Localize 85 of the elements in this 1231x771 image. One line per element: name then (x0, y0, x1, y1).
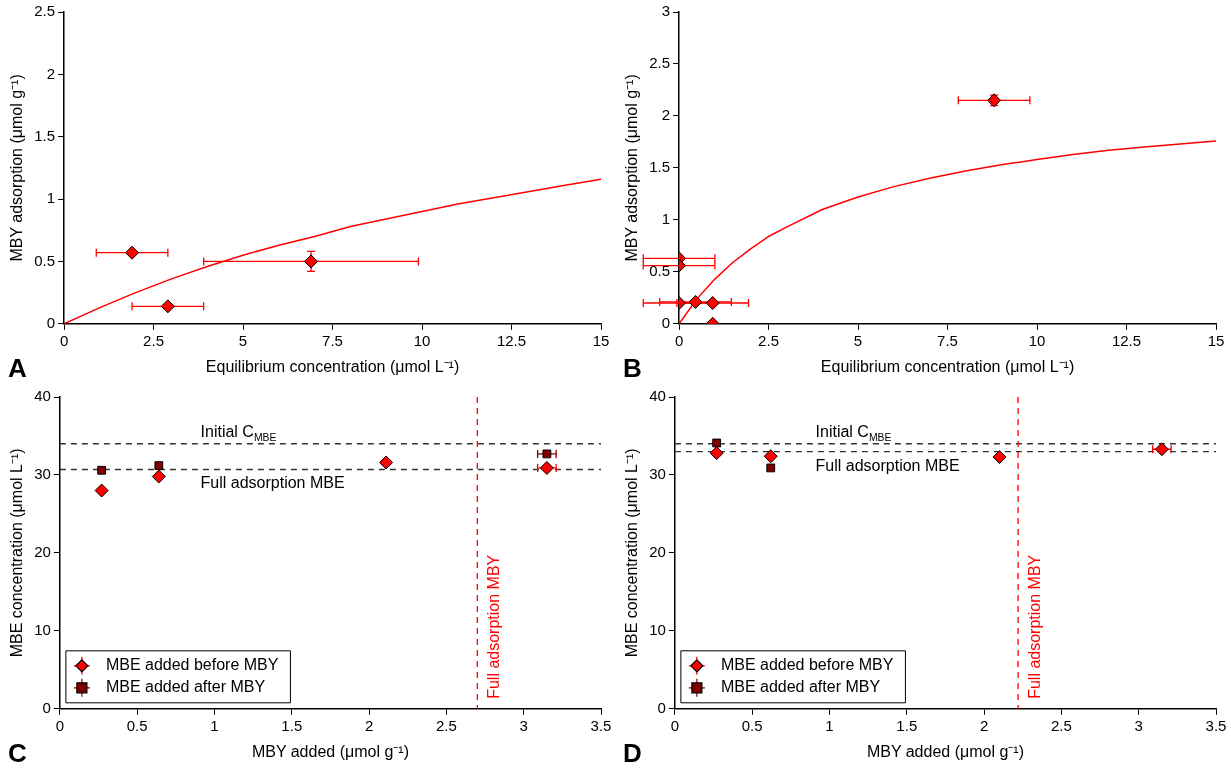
y-tick-label: 3 (661, 2, 671, 20)
text: A (8, 353, 27, 383)
point (304, 254, 319, 269)
x-tick-label: 1.5 (896, 716, 918, 734)
point (992, 450, 1007, 465)
ref-line-label: Full adsorption MBE (200, 474, 345, 492)
point (160, 299, 175, 314)
x-tick-label: 3 (1134, 716, 1143, 734)
y-tick-label: 20 (34, 543, 51, 561)
point (766, 463, 776, 473)
point (709, 446, 724, 461)
text: C (8, 738, 27, 768)
y-tick-label: 1.5 (34, 126, 56, 144)
y-tick-label: 30 (649, 465, 666, 483)
y-axis-title: MBY adsorption (μmol g⁻¹) (623, 74, 641, 262)
ref-line-label: Full adsorption MBY (485, 554, 503, 699)
y-tick-label: 1 (661, 210, 671, 228)
x-tick-label: 3 (519, 716, 528, 734)
y-tick-label: 0 (657, 698, 666, 716)
point (542, 449, 552, 459)
text: D (623, 738, 642, 768)
y-tick-label: 2 (661, 106, 671, 124)
y-tick-label: 0 (661, 313, 671, 331)
legend-label: MBE added before MBY (105, 656, 279, 674)
x-tick-label: 10 (413, 331, 431, 349)
x-axis-title: MBY added (μmol g⁻¹) (251, 742, 409, 760)
y-tick-label: 2.5 (649, 54, 671, 72)
x-tick-label: 7.5 (937, 331, 958, 349)
legend-label: MBE added after MBY (720, 678, 881, 696)
y-tick-label: 20 (649, 543, 666, 561)
x-axis-title: Equilibrium concentration (μmol L⁻¹) (820, 357, 1075, 375)
x-tick-label: 1.5 (281, 716, 303, 734)
x-axis-title: Equilibrium concentration (μmol L⁻¹) (205, 357, 460, 375)
x-tick-label: 5 (853, 331, 863, 349)
y-tick-label: 1 (46, 189, 56, 207)
x-tick-label: 12.5 (496, 331, 527, 349)
y-tick-label: 1.5 (649, 158, 671, 176)
x-tick-label: 3.5 (1205, 716, 1227, 734)
point (154, 461, 164, 470)
point (379, 455, 394, 470)
ref-line-label: Full adsorption MBY (1026, 554, 1044, 699)
x-tick-label: 7.5 (322, 331, 343, 349)
y-axis-title: MBY adsorption (μmol g⁻¹) (8, 74, 26, 262)
y-tick-label: 0.5 (649, 261, 671, 279)
x-tick-label: 2.5 (758, 331, 779, 349)
x-tick-label: 2.5 (435, 716, 457, 734)
x-tick-label: 1 (210, 716, 219, 734)
y-axis-title: MBE concentration (μmol L⁻¹) (623, 448, 641, 658)
x-tick-label: 5 (238, 331, 248, 349)
x-tick-label: 1 (825, 716, 834, 734)
text: B (623, 353, 642, 383)
y-tick-label: 0 (46, 313, 56, 331)
point (125, 245, 140, 260)
x-tick-label: 15 (592, 331, 610, 349)
x-tick-label: 2.5 (1050, 716, 1072, 734)
point (151, 469, 166, 484)
y-tick-label: 0.5 (34, 251, 56, 269)
legend-label: MBE added after MBY (105, 678, 266, 696)
x-tick-label: 10 (1028, 331, 1046, 349)
point (97, 465, 107, 475)
ref-line-label: Full adsorption MBE (815, 456, 960, 474)
point (712, 438, 722, 448)
y-tick-label: 40 (34, 387, 51, 405)
x-tick-label: 15 (1207, 331, 1225, 349)
x-tick-label: 0.5 (126, 716, 148, 734)
x-axis-title: MBY added (μmol g⁻¹) (866, 742, 1024, 760)
y-tick-label: 2 (46, 64, 56, 82)
y-tick-label: 0 (42, 698, 51, 716)
y-tick-label: 10 (34, 620, 51, 638)
x-tick-label: 0 (674, 331, 684, 349)
x-tick-label: 3.5 (590, 716, 612, 734)
x-tick-label: 2 (979, 716, 989, 734)
y-tick-label: 2.5 (34, 2, 56, 20)
x-tick-label: 12.5 (1111, 331, 1142, 349)
legend-label: MBE added before MBY (720, 656, 894, 674)
x-tick-label: 0.5 (741, 716, 763, 734)
y-tick-label: 30 (34, 465, 51, 483)
x-tick-label: 0 (59, 331, 69, 349)
y-tick-label: 10 (649, 620, 666, 638)
x-tick-label: 2 (364, 716, 374, 734)
y-axis-title: MBE concentration (μmol L⁻¹) (8, 448, 26, 658)
point (763, 449, 778, 464)
x-tick-label: 2.5 (143, 331, 164, 349)
y-tick-label: 40 (649, 387, 666, 405)
point (94, 483, 109, 498)
